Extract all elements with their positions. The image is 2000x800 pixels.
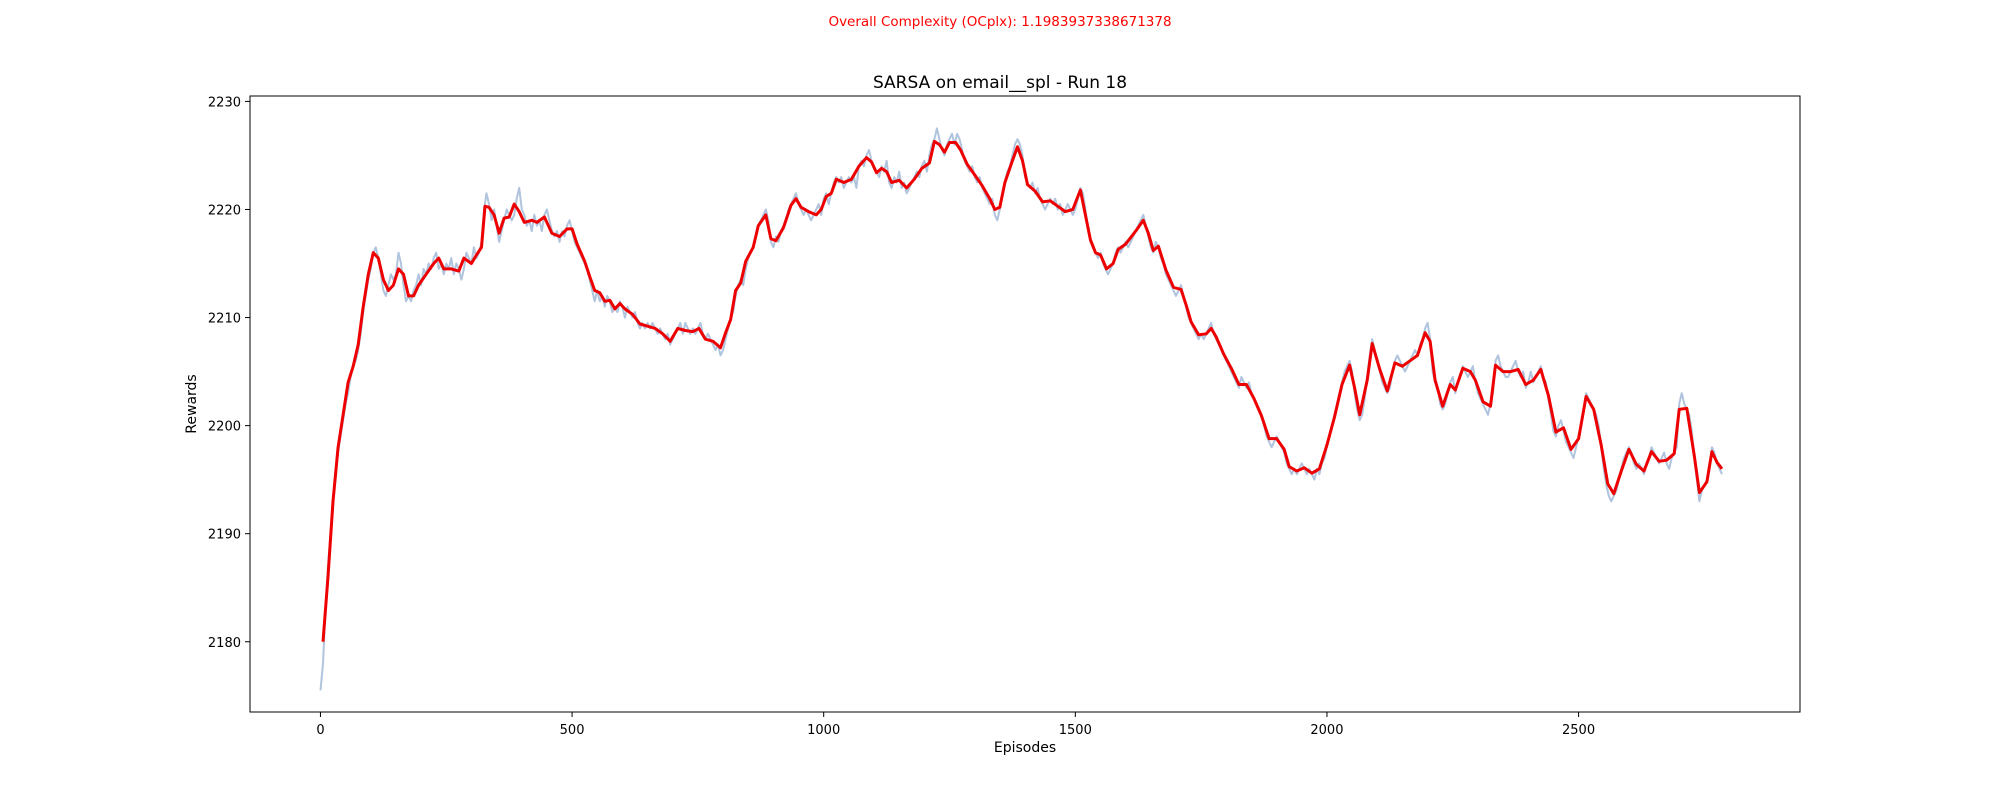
- y-tick-label: 2200: [208, 420, 241, 435]
- smoothed-rewards-line: [321, 139, 1724, 642]
- figure-suptitle: Overall Complexity (OCplx): 1.1983937338…: [828, 14, 1171, 30]
- x-tick-label: 1000: [807, 723, 840, 738]
- y-tick-label: 2180: [208, 636, 241, 651]
- plot-area: [249, 95, 1801, 713]
- plot-frame: [249, 95, 1801, 713]
- y-tick-label: 2210: [208, 312, 241, 327]
- x-tick-label: 500: [560, 723, 585, 738]
- chart-title: SARSA on email__spl - Run 18: [873, 73, 1127, 93]
- y-axis: 2180 2190 2200 2210 2220 2230: [208, 95, 250, 651]
- x-tick-label: 2500: [1562, 723, 1595, 738]
- x-tick-label: 0: [316, 723, 324, 738]
- y-tick-label: 2220: [208, 203, 241, 218]
- smoothed-rewards-series: [321, 139, 1724, 642]
- x-tick-label: 2000: [1310, 723, 1343, 738]
- y-axis-title: Rewards: [184, 374, 200, 433]
- y-tick-label: 2190: [208, 528, 241, 543]
- plot-background: [250, 96, 1800, 712]
- x-tick-label: 1500: [1059, 723, 1092, 738]
- x-axis: 0 500 1000 1500 2000 2500: [316, 712, 1595, 738]
- x-axis-title: Episodes: [994, 740, 1056, 756]
- y-tick-label: 2230: [208, 95, 241, 110]
